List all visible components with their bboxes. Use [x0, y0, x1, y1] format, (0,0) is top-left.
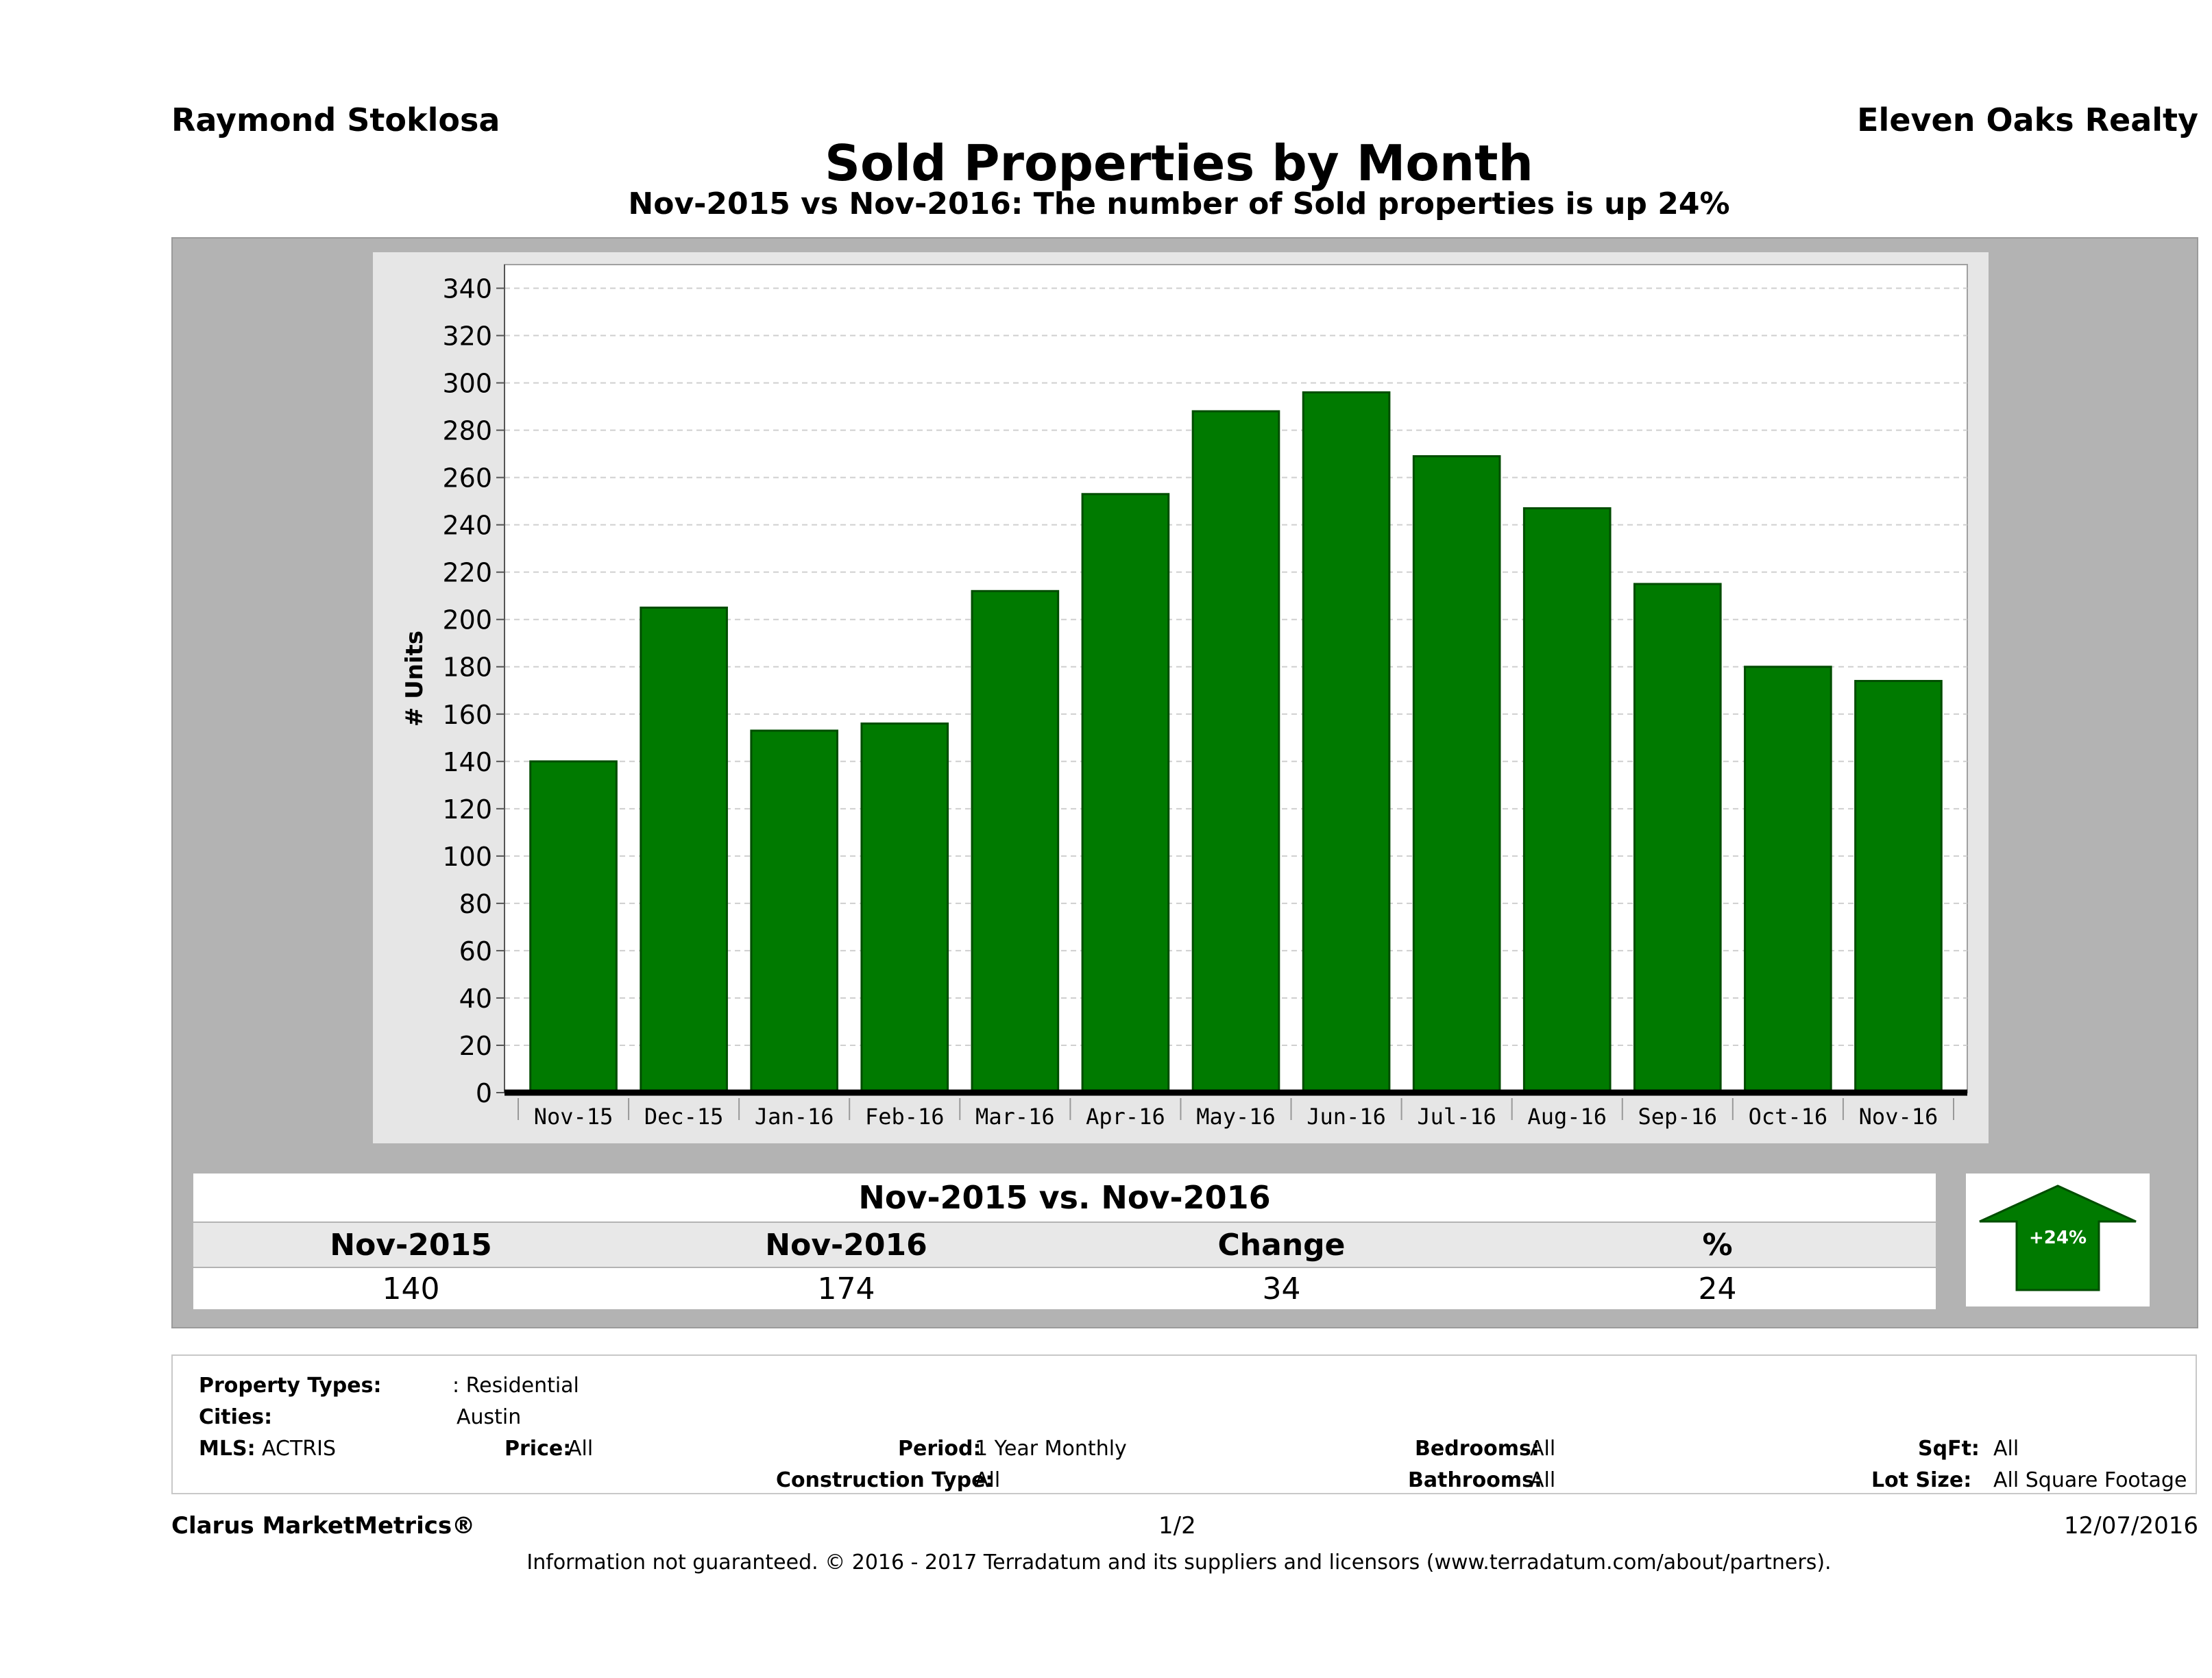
- summary-column-headers: Nov-2015 Nov-2016 Change %: [193, 1223, 1936, 1267]
- footer-page-number: 1/2: [1158, 1512, 1196, 1540]
- y-tick-label: 200: [442, 605, 492, 635]
- bedrooms-label: Bedrooms:: [1415, 1437, 1540, 1461]
- footer-disclaimer: Information not guaranteed. © 2016 - 201…: [526, 1551, 1832, 1574]
- summary-value-nov-2015: 140: [382, 1271, 440, 1306]
- y-tick-label: 280: [442, 416, 492, 446]
- y-tick-label: 120: [442, 794, 492, 825]
- y-tick-label: 80: [459, 889, 492, 919]
- summary-values: 140 174 34 24: [193, 1268, 1936, 1309]
- chart-subtitle: Nov-2015 vs Nov-2016: The number of Sold…: [628, 186, 1730, 221]
- cities-value: Austin: [457, 1405, 522, 1429]
- lot-size-value: All Square Footage: [1993, 1468, 2187, 1492]
- bar-chart: 0 20 40 60 80 100 120 140 160 180 200 220 240 260 280 3…: [401, 264, 1968, 1130]
- y-tick-label: 20: [459, 1031, 492, 1061]
- summary-value-nov-2016: 174: [817, 1271, 875, 1306]
- chart-title: Sold Properties by Month: [825, 134, 1533, 192]
- bar: [529, 760, 618, 1094]
- y-tick-label: 340: [442, 274, 492, 304]
- y-tick-label: 220: [442, 558, 492, 588]
- filter-criteria: Property Types: : Residential Cities: Au…: [171, 1354, 2197, 1494]
- period-value: 1 Year Monthly: [975, 1437, 1127, 1461]
- mls-label: MLS:: [199, 1437, 256, 1461]
- x-tick-label: Jul-16: [1417, 1104, 1496, 1130]
- lot-size-label: Lot Size:: [1871, 1468, 1972, 1492]
- summary-col-nov-2016: Nov-2016: [765, 1227, 927, 1263]
- bar: [1522, 507, 1612, 1094]
- bar: [1412, 455, 1501, 1094]
- x-tick-label: Mar-16: [975, 1104, 1055, 1130]
- summary-value-change: 34: [1262, 1271, 1301, 1306]
- bar: [640, 606, 728, 1094]
- cities-label: Cities:: [199, 1405, 273, 1429]
- construction-type-value: All: [975, 1468, 1001, 1492]
- price-label: Price:: [505, 1437, 572, 1461]
- x-tick-label: Sep-16: [1638, 1104, 1718, 1130]
- x-tick-label: Feb-16: [865, 1104, 945, 1130]
- x-tick-label: Aug-16: [1527, 1104, 1607, 1130]
- y-tick-label: 300: [442, 369, 492, 399]
- sqft-label: SqFt:: [1918, 1437, 1980, 1461]
- agent-name: Raymond Stoklosa: [171, 101, 500, 138]
- summary-col-change: Change: [1217, 1227, 1346, 1263]
- sqft-value: All: [1993, 1437, 2019, 1461]
- bar: [860, 722, 949, 1094]
- summary-value-percent: 24: [1698, 1271, 1737, 1306]
- bathrooms-value: All: [1530, 1468, 1556, 1492]
- y-tick-label: 60: [459, 936, 492, 966]
- y-axis-label: # Units: [401, 631, 428, 727]
- y-tick-label: 0: [476, 1078, 492, 1108]
- period-label: Period:: [898, 1437, 982, 1461]
- summary-col-nov-2015: Nov-2015: [330, 1227, 492, 1263]
- change-badge-label: +24%: [2029, 1228, 2087, 1248]
- y-tick-label: 100: [442, 842, 492, 872]
- y-tick-label: 260: [442, 463, 492, 494]
- change-badge: +24%: [1966, 1174, 2150, 1306]
- y-tick-label: 160: [442, 700, 492, 730]
- y-tick-label: 180: [442, 653, 492, 683]
- y-tick-label: 240: [442, 511, 492, 541]
- summary-heading: Nov-2015 vs. Nov-2016: [193, 1174, 1936, 1221]
- footer-date: 12/07/2016: [2064, 1512, 2198, 1540]
- bar: [1633, 583, 1722, 1094]
- x-tick-label: Dec-15: [644, 1104, 724, 1130]
- x-tick-label: Jun-16: [1306, 1104, 1386, 1130]
- bar: [1081, 493, 1170, 1094]
- mls-value: ACTRIS: [262, 1437, 337, 1461]
- construction-type-label: Construction Type:: [776, 1468, 994, 1492]
- bar: [1744, 666, 1832, 1094]
- property-types-value: : Residential: [452, 1374, 579, 1398]
- bar: [1191, 410, 1280, 1094]
- bar: [1302, 391, 1391, 1094]
- summary-col-percent: %: [1702, 1227, 1733, 1263]
- x-tick-label: Jan-16: [755, 1104, 834, 1130]
- company-name: Eleven Oaks Realty: [1857, 101, 2198, 138]
- x-tick-label: Oct-16: [1749, 1104, 1828, 1130]
- bar: [1854, 679, 1943, 1094]
- x-tick-label: Nov-16: [1859, 1104, 1938, 1130]
- price-value: All: [568, 1437, 594, 1461]
- bedrooms-value: All: [1530, 1437, 1556, 1461]
- bar: [971, 589, 1060, 1094]
- x-tick-label: Apr-16: [1086, 1104, 1165, 1130]
- y-tick-label: 320: [442, 321, 492, 352]
- y-tick-label: 40: [459, 984, 492, 1014]
- y-tick-label: 140: [442, 747, 492, 777]
- x-tick-label: May-16: [1196, 1104, 1276, 1130]
- up-arrow-icon: +24%: [1979, 1184, 2137, 1291]
- bathrooms-label: Bathrooms:: [1408, 1468, 1542, 1492]
- property-types-label: Property Types:: [199, 1374, 382, 1398]
- footer-brand: Clarus MarketMetrics®: [171, 1512, 476, 1540]
- bar: [750, 729, 839, 1094]
- x-tick-label: Nov-15: [534, 1104, 613, 1130]
